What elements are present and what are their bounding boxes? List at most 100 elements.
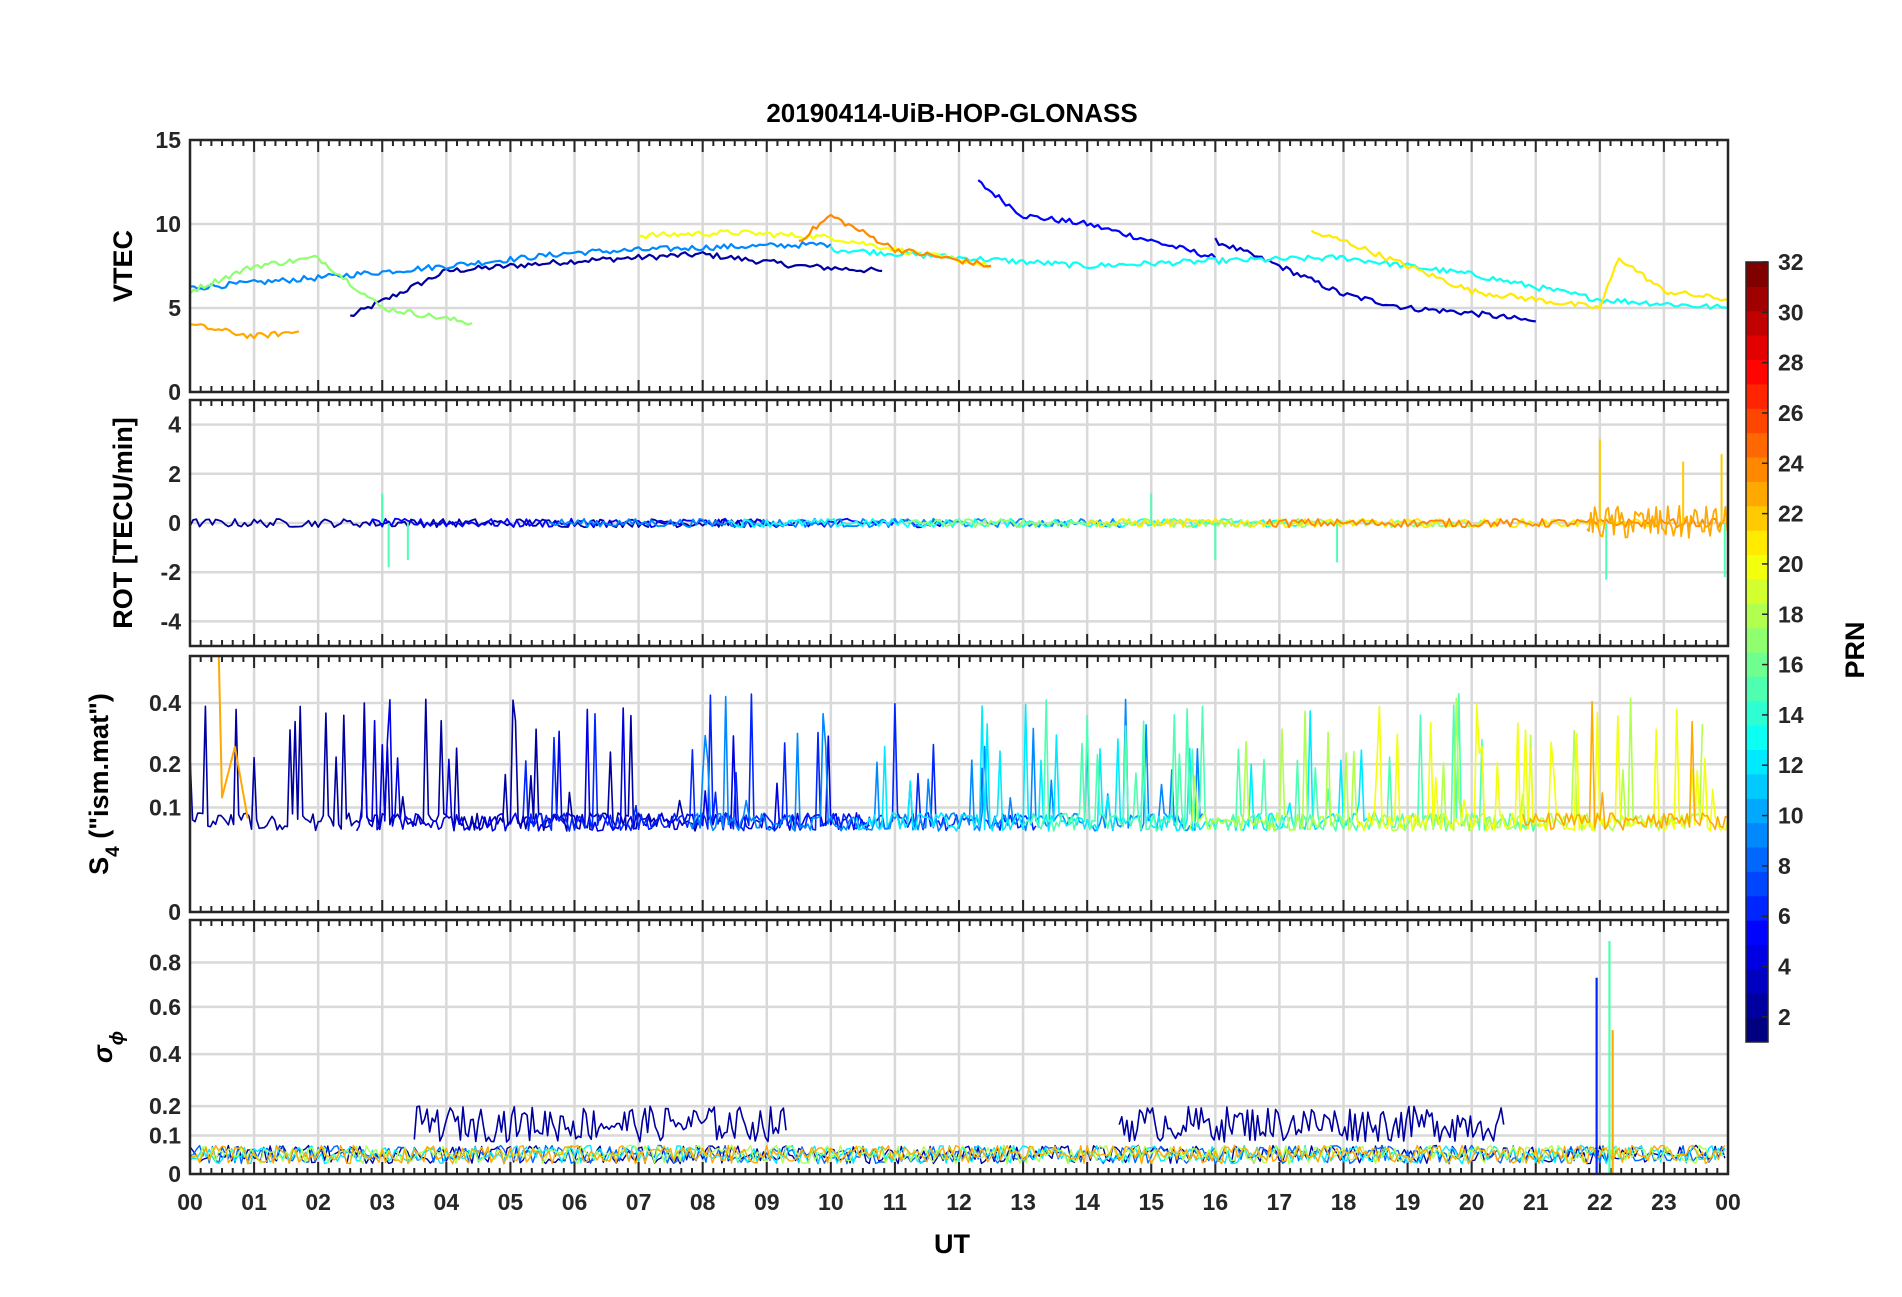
axes-frame (188, 918, 1730, 1176)
y-tick-label: -2 (161, 559, 181, 585)
y-axis-label-s4: S4 ("ism.mat") (84, 693, 124, 875)
y-tick-label: 10 (155, 211, 181, 237)
colorbar-segment (1746, 262, 1768, 287)
x-tick-label: 11 (883, 1189, 908, 1215)
y-tick-label: 0.4 (149, 690, 181, 716)
vtec-series-line (829, 245, 1729, 310)
x-tick-label: 18 (1331, 1189, 1357, 1215)
x-tick-label: 04 (434, 1189, 460, 1215)
colorbar-tick-label: 18 (1778, 601, 1804, 627)
colorbar-segment (1746, 432, 1768, 458)
y-tick-label: 0.1 (149, 1123, 181, 1149)
vtec-series-line (189, 323, 300, 340)
colorbar-tick-label: 12 (1778, 752, 1804, 778)
colorbar-segment (1746, 481, 1768, 507)
axes-frame (188, 654, 1730, 914)
colorbar-segment (1746, 286, 1768, 312)
axes-frame (188, 398, 1730, 648)
vtec-series-line (189, 241, 832, 291)
colorbar-segment (1746, 554, 1768, 580)
colorbar-tick-label: 22 (1778, 501, 1804, 527)
x-tick-label: 12 (946, 1189, 972, 1215)
x-tick-label: 13 (1010, 1189, 1036, 1215)
y-tick-label: 0.8 (149, 949, 181, 975)
y-tick-label: 0.2 (149, 1093, 181, 1119)
colorbar-segment (1746, 408, 1768, 434)
y-tick-label: 15 (155, 127, 181, 153)
s4-series-line (1355, 704, 1729, 832)
colorbar-tick-label: 6 (1778, 903, 1791, 929)
colorbar-segment (1746, 1017, 1768, 1043)
x-tick-label: 01 (241, 1189, 267, 1215)
y-tick-label: 4 (168, 412, 181, 438)
colorbar-tick-label: 26 (1778, 400, 1804, 426)
x-tick-label: 16 (1203, 1189, 1229, 1215)
vtec-series-line (977, 179, 1217, 259)
y-axis-label-vtec: VTEC (108, 230, 138, 302)
y-tick-label: 0.6 (149, 994, 181, 1020)
x-tick-label: 21 (1523, 1189, 1549, 1215)
colorbar-tick-label: 4 (1778, 954, 1791, 980)
colorbar-tick-label: 20 (1778, 551, 1804, 577)
x-tick-label: 10 (818, 1189, 844, 1215)
colorbar-tick-label: 30 (1778, 299, 1804, 325)
y-tick-label: 0 (168, 1161, 181, 1187)
colorbar-tick-label: 32 (1778, 249, 1804, 275)
colorbar-segment (1746, 847, 1768, 872)
axes-frame (188, 138, 1730, 394)
vtec-series-line (350, 251, 883, 317)
colorbar-tick-label: 14 (1778, 702, 1804, 728)
vtec-series-line (798, 213, 992, 268)
y-tick-label: 0.2 (149, 751, 181, 777)
y-tick-label: 0.1 (149, 794, 181, 820)
panel-vtec: 0 5 10 15 (155, 127, 1729, 405)
colorbar-segment (1746, 627, 1768, 653)
vtec-series-line (1310, 229, 1729, 310)
colorbar-segment (1746, 652, 1768, 677)
sigma-phi-series-line (413, 1105, 787, 1143)
sigma-phi-series-line (189, 1144, 1726, 1165)
rot-series-line (368, 517, 944, 529)
colorbar-tick-label: 28 (1778, 350, 1804, 376)
x-tick-label: 03 (369, 1189, 395, 1215)
colorbar-tick-label: 10 (1778, 803, 1804, 829)
colorbar-segment (1746, 383, 1768, 409)
y-tick-label: 0 (168, 510, 181, 536)
vtec-series-line (638, 229, 992, 269)
colorbar-label: PRN (1840, 621, 1870, 678)
colorbar-frame (1745, 261, 1769, 1043)
colorbar-segment (1746, 530, 1768, 555)
colorbar-segment (1746, 700, 1768, 726)
colorbar-segment (1746, 725, 1768, 750)
colorbar-segment (1746, 993, 1768, 1019)
y-axis-label-rot: ROT [TECU/min] (108, 417, 138, 628)
y-tick-label: 2 (168, 461, 181, 487)
x-tick-label: 15 (1138, 1189, 1164, 1215)
x-tick-label: 08 (690, 1189, 716, 1215)
colorbar-segment (1746, 359, 1768, 385)
colorbar-segment (1746, 457, 1768, 482)
x-tick-label: 02 (305, 1189, 331, 1215)
panel-rot: -4 -2 0 2 4 (161, 400, 1729, 646)
rot-series-line (1265, 517, 1726, 529)
colorbar-segment (1746, 944, 1768, 970)
vtec-series-line (189, 254, 473, 326)
colorbar-segment (1746, 920, 1768, 945)
colorbar-tick-label: 8 (1778, 853, 1791, 879)
s4-series-line (1522, 700, 1729, 831)
x-tick-label: 09 (754, 1189, 780, 1215)
colorbar-tick-label: 2 (1778, 1004, 1791, 1030)
s4-series-line (355, 698, 870, 832)
s4-series-line (217, 655, 249, 819)
sigma-phi-series-line (189, 1144, 1725, 1165)
colorbar-tick-label: 16 (1778, 652, 1804, 678)
y-tick-label: 0 (168, 899, 181, 925)
colorbar-segment (1746, 822, 1768, 848)
colorbar-segment (1746, 310, 1768, 336)
y-tick-label: 0 (168, 379, 181, 405)
colorbar-segment (1746, 749, 1768, 775)
x-tick-label: 00 (177, 1189, 203, 1215)
